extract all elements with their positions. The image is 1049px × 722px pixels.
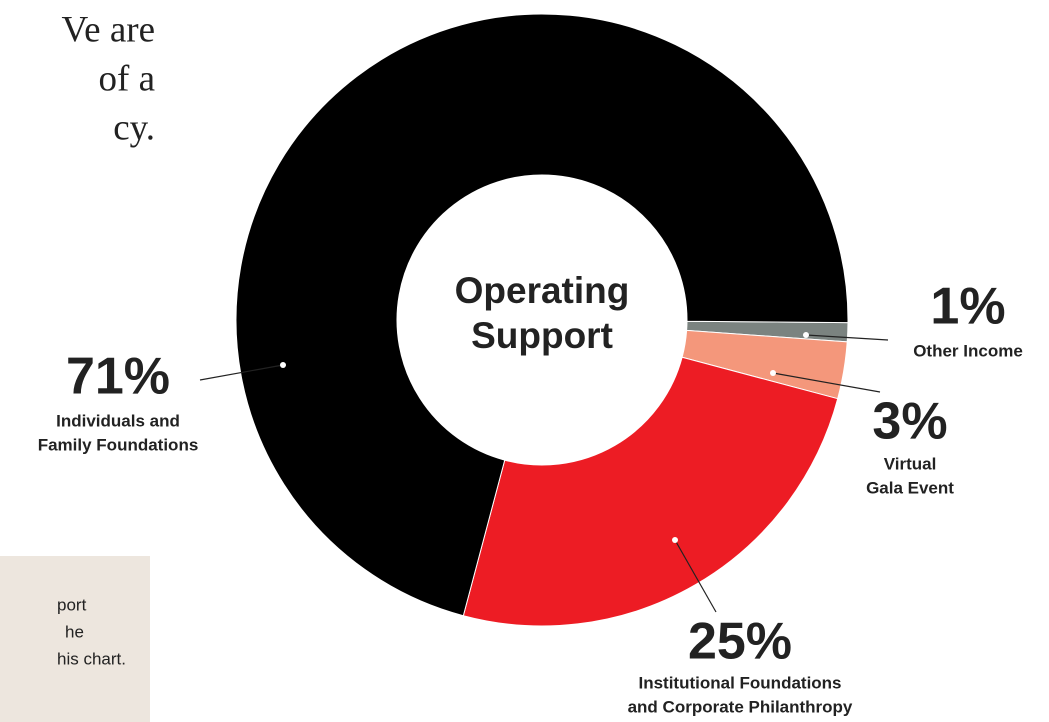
category-label: Institutional Foundations [638, 673, 841, 692]
leader-line [805, 334, 889, 341]
value-label: 1% [930, 278, 1005, 336]
leader-dot [672, 537, 678, 543]
value-label: 25% [688, 613, 792, 671]
donut-slice [462, 356, 839, 627]
category-label: and Corporate Philanthropy [628, 697, 853, 716]
leader-line [199, 364, 284, 381]
donut-slice [235, 13, 849, 617]
leader-line [772, 372, 881, 393]
center-label: Support [471, 315, 613, 356]
category-label: Gala Event [866, 478, 954, 497]
side-text: of a [99, 58, 156, 99]
leader-dot [280, 362, 286, 368]
category-label: Other Income [913, 341, 1023, 360]
category-label: Virtual [884, 454, 937, 473]
note-text: port [57, 595, 87, 614]
leader-dot [770, 370, 776, 376]
center-label: Operating [455, 270, 630, 311]
side-text: Ve are [62, 9, 155, 50]
value-label: 3% [872, 393, 947, 451]
note-box [0, 556, 150, 722]
leader-line [674, 539, 717, 613]
leader-dot [803, 332, 809, 338]
note-text: his chart. [57, 649, 126, 668]
side-text: cy. [113, 107, 155, 148]
note-text: he [65, 622, 84, 641]
category-label: Family Foundations [38, 435, 199, 454]
category-label: Individuals and [56, 411, 180, 430]
value-label: 71% [66, 348, 170, 406]
